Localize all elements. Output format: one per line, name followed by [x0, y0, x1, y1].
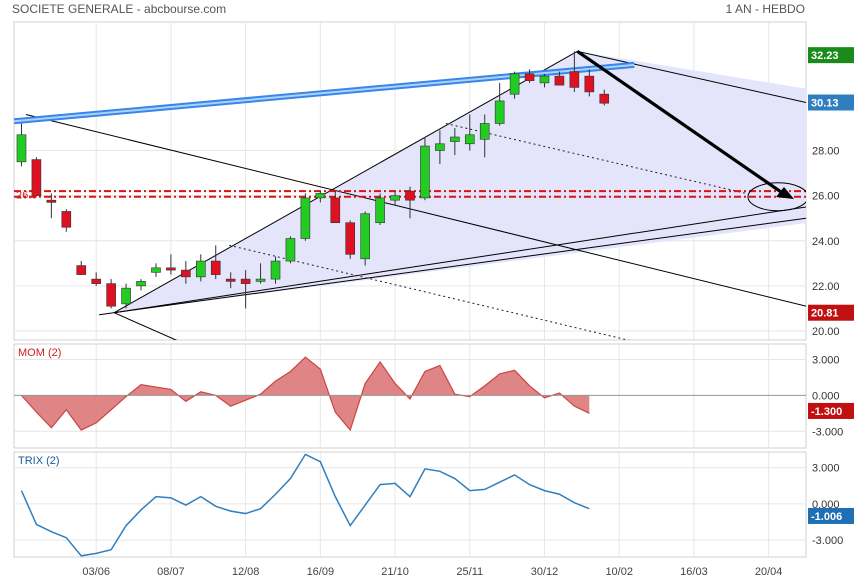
candle: [435, 143, 445, 151]
candle: [569, 71, 580, 88]
candle: [405, 190, 415, 201]
price-drawings: [14, 50, 806, 340]
price-value-box: [808, 47, 854, 64]
mom-area: [21, 357, 590, 431]
candle: [539, 75, 550, 84]
target-ellipse: [747, 182, 806, 212]
dotted-line: [445, 123, 747, 194]
candle: [509, 73, 520, 95]
y-tick-label: 0.000: [812, 390, 840, 402]
chart-title: SOCIETE GENERALE - abcbourse.com: [12, 2, 227, 16]
candle: [225, 278, 236, 282]
mom-value-box: [808, 402, 854, 419]
y-tick-label: -3.000: [812, 535, 843, 547]
candle: [16, 134, 27, 163]
candle: [31, 159, 42, 196]
fan-top-line: [577, 50, 806, 104]
candle: [554, 75, 565, 86]
candle: [195, 260, 206, 278]
y-tick-label: 22.00: [812, 281, 840, 293]
fan-lower-line-2: [99, 217, 806, 316]
candle: [494, 100, 505, 124]
projection-arrow: [576, 50, 785, 196]
trix-title: TRIX (2): [18, 455, 60, 467]
y-tick-label: 3.000: [812, 463, 840, 475]
candle: [375, 197, 385, 224]
x-tick-label: 10/02: [605, 566, 633, 578]
candle: [61, 211, 72, 228]
candle: [136, 281, 146, 287]
period-label: 1 AN - HEBDO: [725, 2, 805, 16]
candle: [315, 193, 326, 199]
mom-line: [21, 356, 590, 432]
x-tick-label: 16/09: [307, 566, 335, 578]
candle: [345, 222, 356, 255]
candle: [210, 260, 221, 275]
candle: [584, 75, 595, 93]
x-tick-label: 08/07: [157, 566, 185, 578]
candle: [255, 278, 266, 282]
candle: [450, 136, 460, 142]
price-value-label: 32.23: [811, 50, 839, 62]
dotted-line: [229, 244, 630, 340]
price-value-label: 30.13: [811, 98, 839, 110]
candle: [151, 267, 161, 273]
trix-line: [20, 453, 590, 557]
fan-lower-line: [114, 206, 806, 314]
candle: [360, 213, 370, 260]
x-tick-label: 20/04: [755, 566, 783, 578]
candle: [300, 197, 311, 239]
candle: [76, 265, 87, 275]
y-tick-label: 20.00: [812, 326, 840, 338]
hline-label: 26.0: [16, 190, 37, 202]
x-tick-label: 16/03: [680, 566, 708, 578]
candle: [420, 145, 430, 199]
trend-line: [25, 113, 806, 307]
candle: [330, 197, 341, 224]
candle: [121, 287, 131, 305]
candle: [270, 260, 281, 280]
trix-value-label: -1.006: [811, 511, 842, 523]
candle: [390, 195, 400, 201]
y-tick-label: 24.00: [812, 236, 840, 248]
candle: [240, 278, 251, 284]
x-tick-label: 21/10: [381, 566, 409, 578]
price-value-label: 20.81: [811, 308, 839, 320]
candle: [479, 123, 490, 140]
fan-base-line: [113, 312, 178, 340]
y-tick-label: 0.000: [812, 499, 840, 511]
mom-value-label: -1.300: [811, 406, 842, 418]
arrow-head: [776, 187, 794, 200]
y-tick-label: 3.000: [812, 355, 840, 367]
candle: [599, 93, 610, 104]
trix-panel: [13, 451, 807, 558]
candle: [181, 269, 191, 278]
trix-value-box: [808, 507, 854, 524]
candle: [524, 73, 535, 81]
x-tick-label: 30/12: [531, 566, 559, 578]
y-tick-label: 26.00: [812, 191, 840, 203]
y-tick-label: -3.000: [812, 426, 843, 438]
candle: [285, 238, 296, 262]
y-tick-label: 28.00: [812, 146, 840, 158]
candle: [46, 199, 57, 203]
candle: [166, 267, 176, 271]
price-value-box: [808, 304, 854, 321]
x-tick-label: 03/06: [82, 566, 110, 578]
x-tick-label: 25/11: [456, 566, 483, 578]
x-tick-label: 12/08: [232, 566, 260, 578]
price-value-box: [808, 94, 854, 111]
candle: [106, 283, 116, 307]
candle: [464, 134, 475, 145]
candle: [91, 278, 101, 284]
mom-title: MOM (2): [18, 347, 61, 359]
